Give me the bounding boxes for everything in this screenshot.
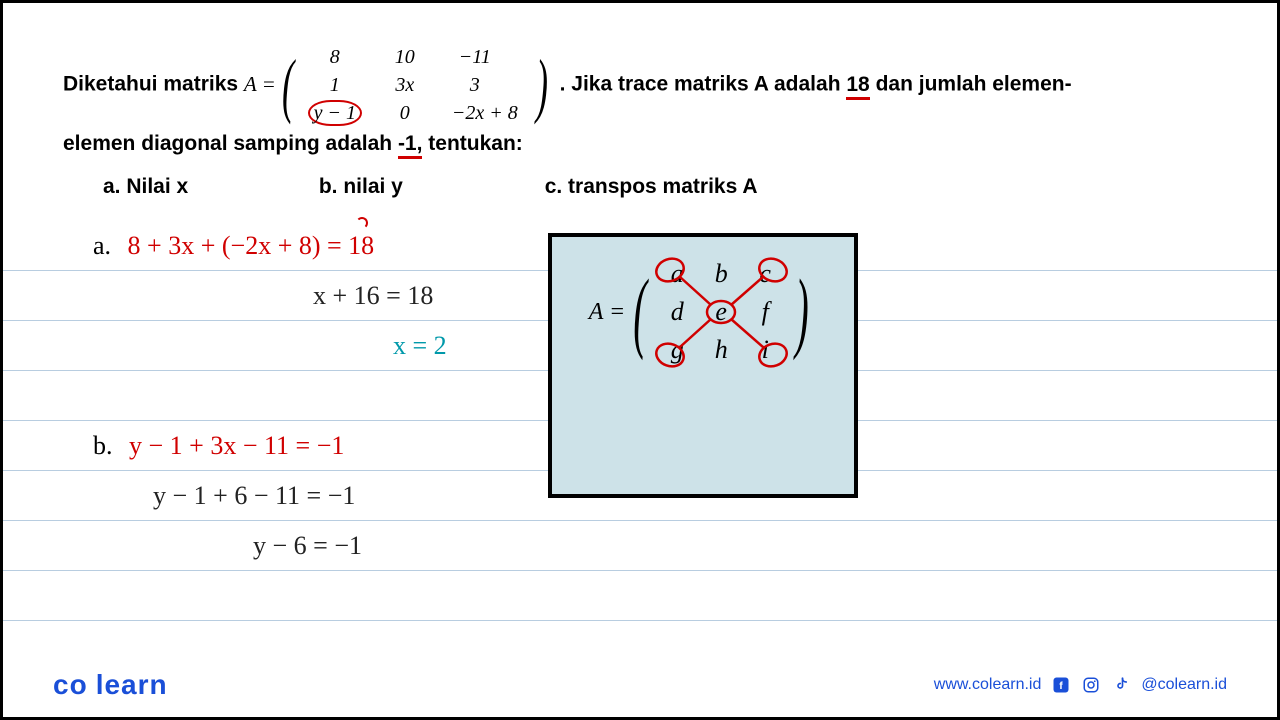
i20: g [655, 331, 699, 369]
after-trace: dan jumlah elemen- [876, 73, 1072, 96]
b-label: b. [93, 431, 113, 460]
info-body: a b c d e f g h i [655, 255, 787, 369]
a-label: a. [93, 231, 111, 260]
matrix-A: A = ( 8 10 −11 1 3x 3 y − 1 0 −2x + 8 ) [244, 43, 554, 127]
after-matrix: . Jika trace matriks A adalah [560, 73, 847, 96]
footer-handle: @colearn.id [1141, 676, 1227, 694]
info-A-eq: A = [589, 299, 625, 326]
subq-c: c. transpos matriks A [545, 175, 758, 199]
line2: elemen diagonal samping adalah [63, 132, 398, 155]
instagram-icon [1081, 675, 1101, 695]
i21: h [699, 331, 743, 369]
work-b-line3: y − 6 = −1 [93, 521, 1217, 571]
problem-statement: Diketahui matriks A = ( 8 10 −11 1 3x 3 … [63, 43, 1217, 161]
m11: 3x [370, 71, 440, 99]
m10: 1 [300, 71, 370, 99]
lparen: ( [282, 49, 294, 121]
matrix-body: 8 10 −11 1 3x 3 y − 1 0 −2x + 8 [300, 43, 530, 127]
rparen: ) [536, 49, 548, 121]
logo: colearn [53, 669, 168, 701]
i00: a [655, 255, 699, 293]
i11: e [699, 293, 743, 331]
footer: colearn www.colearn.id f @colearn.id [3, 665, 1277, 705]
problem-prefix: Diketahui matriks [63, 73, 244, 96]
info-rparen: ) [795, 267, 808, 357]
b-eq2: y − 1 + 6 − 11 = −1 [153, 481, 355, 510]
logo-co: co [53, 669, 88, 700]
a-eq1: 8 + 3x + (−2x + 8) = 18 [128, 231, 375, 260]
m12: 3 [440, 71, 510, 99]
info-lparen: ( [633, 267, 646, 357]
minus1: -1, [398, 132, 423, 159]
subq-b: b. nilai y [319, 175, 539, 199]
i12: f [743, 293, 787, 331]
svg-text:f: f [1060, 680, 1064, 692]
footer-right: www.colearn.id f @colearn.id [934, 675, 1227, 695]
facebook-icon: f [1051, 675, 1071, 695]
tiktok-icon [1111, 675, 1131, 695]
sub-questions: a. Nilai x b. nilai y c. transpos matrik… [103, 175, 1217, 199]
i02: c [743, 255, 787, 293]
m00: 8 [300, 43, 370, 71]
A-equals: A = [244, 68, 276, 102]
i01: b [699, 255, 743, 293]
b-eq1: y − 1 + 3x − 11 = −1 [129, 431, 344, 460]
footer-site: www.colearn.id [934, 676, 1042, 694]
trace-value: 18 [846, 73, 869, 100]
logo-learn: learn [96, 669, 168, 700]
a-eq2: x + 16 = 18 [313, 281, 433, 310]
subq-a: a. Nilai x [103, 175, 313, 199]
m22: −2x + 8 [440, 99, 530, 127]
tentukan: tentukan: [428, 132, 523, 155]
m21: 0 [370, 99, 440, 127]
b-eq3: y − 6 = −1 [253, 531, 362, 560]
m20-circled: y − 1 [308, 100, 362, 126]
red-mark-icon [356, 217, 368, 229]
a-eq3: x = 2 [393, 331, 447, 360]
m01: 10 [370, 43, 440, 71]
i22: i [743, 331, 787, 369]
i10: d [655, 293, 699, 331]
m20: y − 1 [300, 99, 370, 127]
m02: −11 [440, 43, 510, 71]
info-matrix: A = ( a b c d e f g h i [589, 255, 817, 369]
info-box: A = ( a b c d e f g h i [548, 233, 858, 498]
